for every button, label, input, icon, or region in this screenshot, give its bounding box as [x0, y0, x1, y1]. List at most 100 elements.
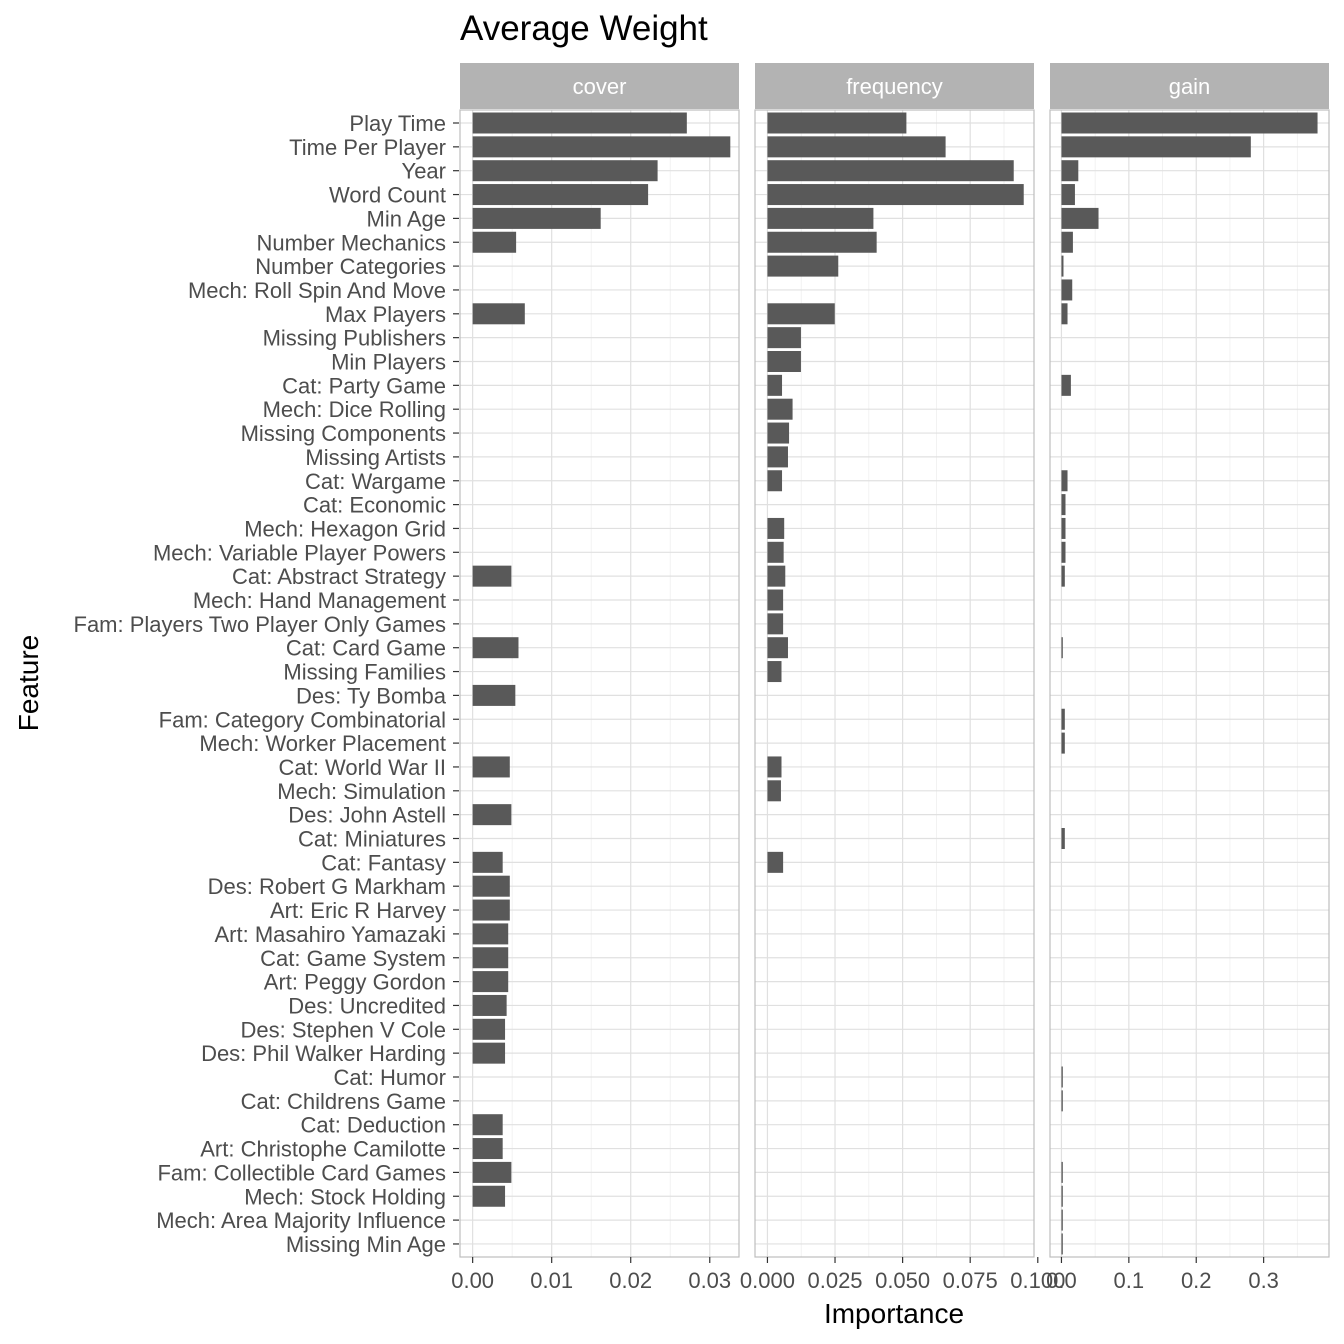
category-label: Fam: Category Combinatorial — [159, 707, 446, 732]
category-label: Missing Components — [241, 421, 446, 446]
bar — [767, 589, 784, 611]
category-label: Art: Christophe Camilotte — [200, 1137, 446, 1162]
bar — [1061, 136, 1251, 158]
panel-cover: cover 0.00 0.01 0.02 0.03 — [451, 63, 740, 1293]
bar — [1061, 231, 1073, 253]
panel-frequency: frequency 0.000 0.025 0.050 0.075 0.100 — [740, 63, 1065, 1293]
bar — [472, 1114, 503, 1136]
bar — [472, 112, 687, 134]
strip-label: gain — [1169, 74, 1211, 99]
bar — [767, 756, 782, 778]
category-label: Missing Families — [283, 660, 446, 685]
bar — [472, 1018, 506, 1040]
strip-label: frequency — [846, 74, 943, 99]
bar — [472, 637, 519, 659]
panel-gain: gain 0.0 0.1 0.2 0.3 — [1046, 63, 1330, 1293]
strip-cover — [460, 63, 739, 109]
bar — [767, 351, 801, 372]
category-label: Missing Artists — [305, 445, 446, 470]
bar — [767, 160, 1014, 182]
bar — [767, 780, 781, 802]
bar — [1061, 708, 1065, 730]
bar — [1061, 1090, 1063, 1112]
bar — [472, 971, 509, 993]
bar — [1061, 517, 1066, 539]
category-label: Missing Publishers — [263, 326, 446, 351]
x-tick-label: 0.000 — [740, 1268, 795, 1293]
bar — [472, 1042, 506, 1064]
panel-border — [754, 109, 1035, 1258]
bar — [472, 923, 509, 945]
category-label: Cat: Economic — [303, 493, 446, 518]
bar — [1061, 470, 1068, 492]
strip-frequency — [755, 63, 1034, 109]
panel-border — [459, 109, 740, 1258]
bar — [1061, 207, 1099, 229]
x-tick-label: 0.3 — [1248, 1268, 1279, 1293]
bar — [1061, 279, 1073, 301]
category-label: Missing Min Age — [286, 1232, 446, 1257]
bar — [472, 851, 503, 873]
category-label: Cat: Abstract Strategy — [232, 564, 446, 589]
category-label: Mech: Stock Holding — [244, 1184, 446, 1209]
bar — [767, 565, 786, 587]
category-label: Cat: Party Game — [282, 373, 446, 398]
category-label: Des: Phil Walker Harding — [201, 1041, 446, 1066]
category-label: Art: Eric R Harvey — [270, 898, 446, 923]
bar — [472, 804, 512, 826]
bar — [472, 184, 649, 206]
bar — [472, 1161, 512, 1183]
x-tick-label: 0.050 — [875, 1268, 930, 1293]
bar — [767, 851, 784, 873]
bar — [472, 565, 512, 587]
bar — [472, 899, 510, 921]
bar — [1061, 184, 1075, 206]
category-label: Cat: Humor — [334, 1065, 446, 1090]
category-label: Cat: Childrens Game — [241, 1089, 446, 1114]
category-label: Des: Ty Bomba — [296, 683, 447, 708]
category-label: Mech: Dice Rolling — [263, 397, 446, 422]
bar — [767, 517, 785, 539]
strip-gain — [1050, 63, 1329, 109]
bar — [1061, 541, 1066, 563]
panel-border — [1049, 109, 1330, 1258]
bar — [767, 470, 783, 492]
x-tick-label: 0.01 — [530, 1268, 573, 1293]
bar — [767, 255, 839, 277]
x-tick-label: 0.075 — [943, 1268, 998, 1293]
category-label: Des: John Astell — [288, 803, 446, 828]
category-label: Mech: Worker Placement — [199, 731, 446, 756]
bar — [767, 374, 783, 396]
category-label: Cat: Fantasy — [321, 850, 446, 875]
category-label: Des: Stephen V Cole — [241, 1017, 446, 1042]
x-tick-label: 0.0 — [1046, 1268, 1077, 1293]
bar — [1061, 1066, 1063, 1088]
bar — [767, 327, 801, 349]
bar — [1061, 1233, 1063, 1255]
bar — [472, 875, 510, 897]
y-axis-title: Feature — [13, 635, 44, 732]
category-label: Year — [402, 159, 446, 184]
bar — [472, 1138, 503, 1160]
bar — [767, 398, 793, 420]
category-label: Min Players — [331, 350, 446, 375]
x-tick-label: 0.100 — [1010, 1268, 1065, 1293]
category-label: Cat: Card Game — [286, 636, 446, 661]
bar — [472, 207, 601, 229]
bar — [472, 231, 517, 253]
x-tick-label: 0.00 — [451, 1268, 494, 1293]
bar — [472, 136, 731, 158]
category-label: Play Time — [349, 111, 446, 136]
x-tick-label: 0.02 — [609, 1268, 652, 1293]
bar — [472, 684, 516, 706]
bar — [767, 637, 788, 659]
x-axis-title: Importance — [824, 1298, 964, 1329]
bar — [1061, 828, 1065, 849]
strip-label: cover — [573, 74, 627, 99]
bar — [767, 231, 877, 253]
bar — [1061, 494, 1066, 516]
bar — [1061, 160, 1079, 182]
bar — [767, 207, 874, 229]
